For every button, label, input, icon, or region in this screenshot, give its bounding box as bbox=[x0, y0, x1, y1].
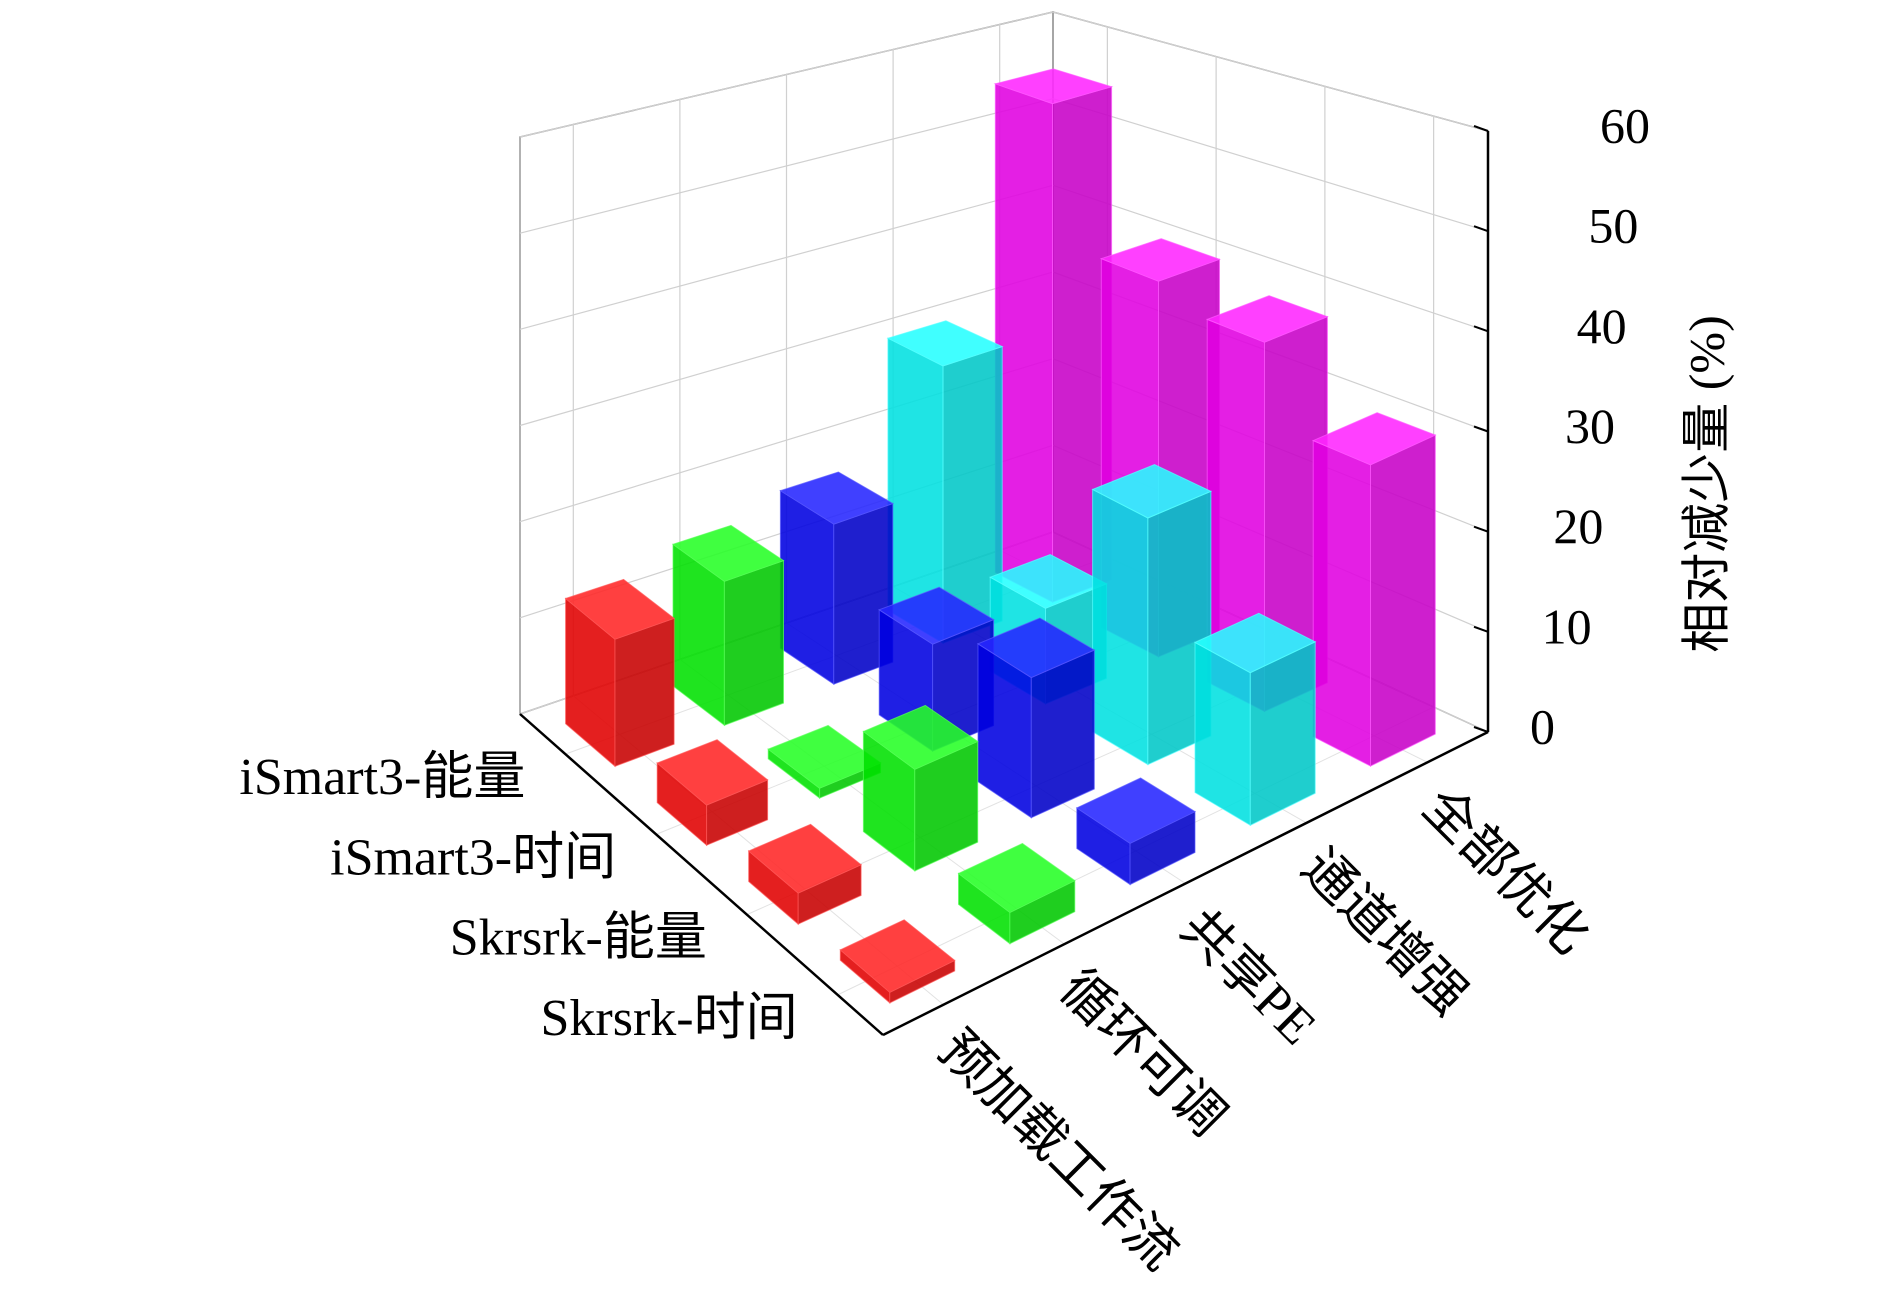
bar-top-face bbox=[886, 320, 1004, 367]
y-tick-label: Skrsrk-能量 bbox=[450, 910, 707, 967]
bar-top-face bbox=[993, 68, 1114, 105]
bar-top-face bbox=[862, 704, 979, 770]
bar-top-face bbox=[1091, 464, 1213, 519]
bar-top-face bbox=[1205, 295, 1329, 343]
bar-left-face bbox=[779, 489, 835, 686]
y-tick-label: iSmart3-能量 bbox=[239, 749, 525, 806]
grid-line bbox=[1052, 98, 1489, 232]
bar-top-face bbox=[671, 524, 785, 582]
z-tick-label: 40 bbox=[1577, 298, 1627, 354]
bar-top-face bbox=[957, 842, 1076, 913]
grid-line bbox=[1052, 11, 1489, 132]
x-tick-label: 循环可调 bbox=[1049, 960, 1236, 1147]
z-tick bbox=[1473, 525, 1489, 533]
z-tick bbox=[1473, 325, 1489, 333]
z-tick-label: 50 bbox=[1588, 198, 1638, 254]
x-tick-label: 全部优化 bbox=[1412, 778, 1599, 965]
bar-top-face bbox=[1193, 612, 1317, 674]
bar-right-face bbox=[614, 617, 675, 768]
grid-line bbox=[1052, 184, 1489, 332]
z-tick-label: 20 bbox=[1553, 498, 1603, 554]
z-tick-label: 10 bbox=[1542, 598, 1592, 654]
bar-top-face bbox=[989, 553, 1108, 609]
z-tick bbox=[1473, 625, 1489, 633]
bar-top-face bbox=[839, 919, 956, 993]
x-axis bbox=[882, 730, 1489, 1037]
y-tick-label: Skrsrk-时间 bbox=[541, 990, 798, 1047]
z-tick bbox=[1473, 225, 1489, 233]
y-tick-label: iSmart3-时间 bbox=[330, 829, 616, 886]
y-axis bbox=[519, 713, 884, 1036]
bar-left-face bbox=[1092, 488, 1149, 766]
bar-right-face bbox=[1370, 434, 1436, 767]
bar-top-face bbox=[1311, 412, 1437, 466]
z-tick bbox=[1473, 125, 1489, 132]
bar-top-face bbox=[1099, 238, 1221, 282]
bar-top-face bbox=[779, 471, 894, 525]
bar-top-face bbox=[976, 617, 1096, 679]
z-tick bbox=[1473, 425, 1489, 433]
bar-right-face bbox=[723, 559, 784, 727]
bar-right-face bbox=[1030, 649, 1095, 819]
x-tick-label: 共享PE bbox=[1170, 899, 1327, 1056]
bar-left-face bbox=[994, 83, 1053, 603]
bar-top-face bbox=[878, 586, 995, 645]
bar-top-face bbox=[564, 578, 676, 640]
z-tick-label: 0 bbox=[1530, 698, 1555, 754]
z-axis-label: 相对减少量 (%) bbox=[1678, 315, 1734, 652]
bar-left-face bbox=[1194, 641, 1251, 827]
x-tick-label: 通道增强 bbox=[1291, 839, 1478, 1026]
z-tick bbox=[1473, 726, 1489, 733]
z-tick-label: 30 bbox=[1565, 398, 1615, 454]
bar-top-face bbox=[1075, 777, 1197, 844]
bar-top-face bbox=[767, 724, 882, 789]
bar-left-face bbox=[1312, 439, 1371, 767]
bar-top-face bbox=[656, 739, 769, 806]
bar-right-face bbox=[1249, 641, 1316, 827]
bar-top-face bbox=[747, 823, 863, 894]
z-tick-label: 60 bbox=[1600, 97, 1650, 153]
